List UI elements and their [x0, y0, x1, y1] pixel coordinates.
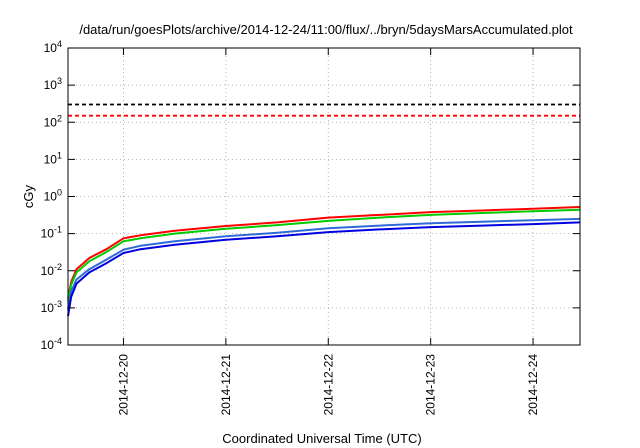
grid [68, 48, 580, 345]
series-group [67, 103, 581, 317]
series-line-6 [67, 221, 581, 317]
y-tick-label: 103 [44, 76, 62, 92]
y-tick-label: 10-4 [41, 336, 62, 352]
y-axis-label: cGy [21, 184, 36, 208]
x-tick-label: 2014-12-24 [526, 354, 540, 416]
x-tick-label: 2014-12-21 [219, 354, 233, 416]
ticks: 10-4 10-3 10-2 10-1 100 101 102 103 104 2014-12-2… [41, 39, 580, 415]
y-tick-label: 10-3 [41, 299, 62, 315]
series-line-5 [67, 217, 581, 310]
series-line-4 [67, 208, 581, 302]
x-tick-label: 2014-12-20 [116, 354, 130, 416]
x-tick-label: 2014-12-23 [424, 354, 438, 416]
y-tick-label: 10-1 [41, 225, 62, 241]
series-line-3 [67, 206, 581, 299]
chart-title: /data/run/goesPlots/archive/2014-12-24/1… [79, 22, 573, 37]
y-tick-label: 104 [44, 39, 62, 55]
y-tick-label: 101 [44, 150, 62, 166]
x-axis-label: Coordinated Universal Time (UTC) [222, 431, 421, 446]
y-tick-label: 10-2 [41, 262, 62, 278]
x-tick-label: 2014-12-22 [321, 354, 335, 416]
y-tick-label: 100 [44, 188, 62, 204]
y-tick-label: 102 [44, 113, 62, 129]
